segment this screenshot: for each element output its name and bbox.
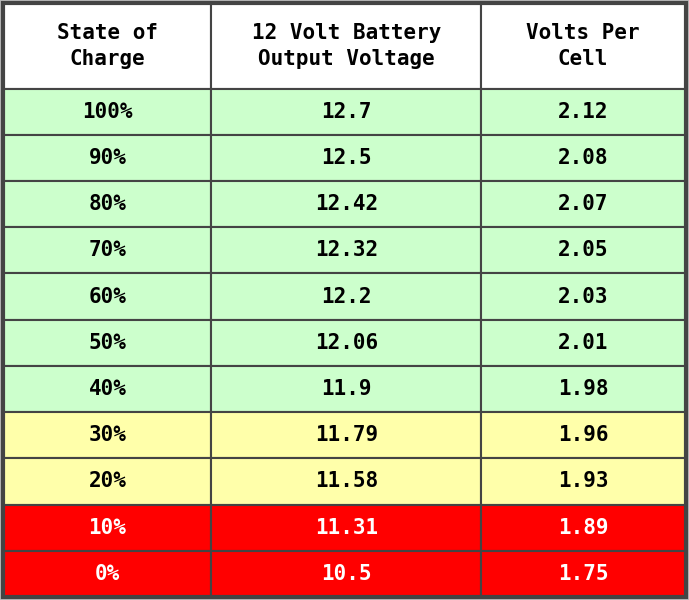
Text: 2.03: 2.03 <box>558 287 608 307</box>
Text: 60%: 60% <box>88 287 126 307</box>
Bar <box>3 366 212 412</box>
Bar <box>481 135 686 181</box>
Text: 40%: 40% <box>88 379 126 399</box>
Bar <box>3 505 212 551</box>
Text: 2.01: 2.01 <box>558 333 608 353</box>
Text: 12.5: 12.5 <box>321 148 371 168</box>
Bar <box>3 135 212 181</box>
Bar <box>212 320 481 366</box>
Text: 100%: 100% <box>82 101 133 122</box>
Bar <box>212 181 481 227</box>
Text: 1.96: 1.96 <box>558 425 608 445</box>
Text: 12.42: 12.42 <box>315 194 378 214</box>
Bar <box>481 274 686 320</box>
Text: 10%: 10% <box>88 518 126 538</box>
Bar <box>481 3 686 89</box>
Text: 1.93: 1.93 <box>558 472 608 491</box>
Text: 1.89: 1.89 <box>558 518 608 538</box>
Text: 12.2: 12.2 <box>321 287 371 307</box>
Text: 2.12: 2.12 <box>558 101 608 122</box>
Bar <box>212 89 481 135</box>
Bar <box>212 227 481 274</box>
Bar <box>212 458 481 505</box>
Bar <box>481 505 686 551</box>
Bar <box>212 505 481 551</box>
Text: 20%: 20% <box>88 472 126 491</box>
Bar <box>481 551 686 597</box>
Text: 0%: 0% <box>95 564 120 584</box>
Bar <box>3 274 212 320</box>
Bar <box>3 320 212 366</box>
Bar <box>481 412 686 458</box>
Bar <box>212 135 481 181</box>
Text: 11.79: 11.79 <box>315 425 378 445</box>
Text: 2.05: 2.05 <box>558 241 608 260</box>
Bar <box>481 181 686 227</box>
Bar <box>3 551 212 597</box>
Text: 12.06: 12.06 <box>315 333 378 353</box>
Bar <box>212 412 481 458</box>
Text: 12 Volt Battery
Output Voltage: 12 Volt Battery Output Voltage <box>251 23 441 69</box>
Text: 90%: 90% <box>88 148 126 168</box>
Text: 80%: 80% <box>88 194 126 214</box>
Text: 2.08: 2.08 <box>558 148 608 168</box>
Bar <box>3 89 212 135</box>
Bar <box>3 3 212 89</box>
Bar <box>212 366 481 412</box>
Bar <box>212 274 481 320</box>
Text: 70%: 70% <box>88 241 126 260</box>
Text: 2.07: 2.07 <box>558 194 608 214</box>
Text: 11.9: 11.9 <box>321 379 371 399</box>
Text: 12.32: 12.32 <box>315 241 378 260</box>
Bar <box>481 458 686 505</box>
Bar <box>3 412 212 458</box>
Bar <box>481 366 686 412</box>
Text: 11.58: 11.58 <box>315 472 378 491</box>
Text: 1.75: 1.75 <box>558 564 608 584</box>
Text: 30%: 30% <box>88 425 126 445</box>
Bar <box>212 3 481 89</box>
Text: 1.98: 1.98 <box>558 379 608 399</box>
Text: State of
Charge: State of Charge <box>57 23 158 69</box>
Text: Volts Per
Cell: Volts Per Cell <box>526 23 640 69</box>
Text: 10.5: 10.5 <box>321 564 371 584</box>
Bar <box>481 320 686 366</box>
Bar <box>3 458 212 505</box>
Bar <box>3 227 212 274</box>
Bar <box>481 227 686 274</box>
Bar <box>481 89 686 135</box>
Text: 50%: 50% <box>88 333 126 353</box>
Text: 11.31: 11.31 <box>315 518 378 538</box>
Bar <box>3 181 212 227</box>
Text: 12.7: 12.7 <box>321 101 371 122</box>
Bar <box>212 551 481 597</box>
